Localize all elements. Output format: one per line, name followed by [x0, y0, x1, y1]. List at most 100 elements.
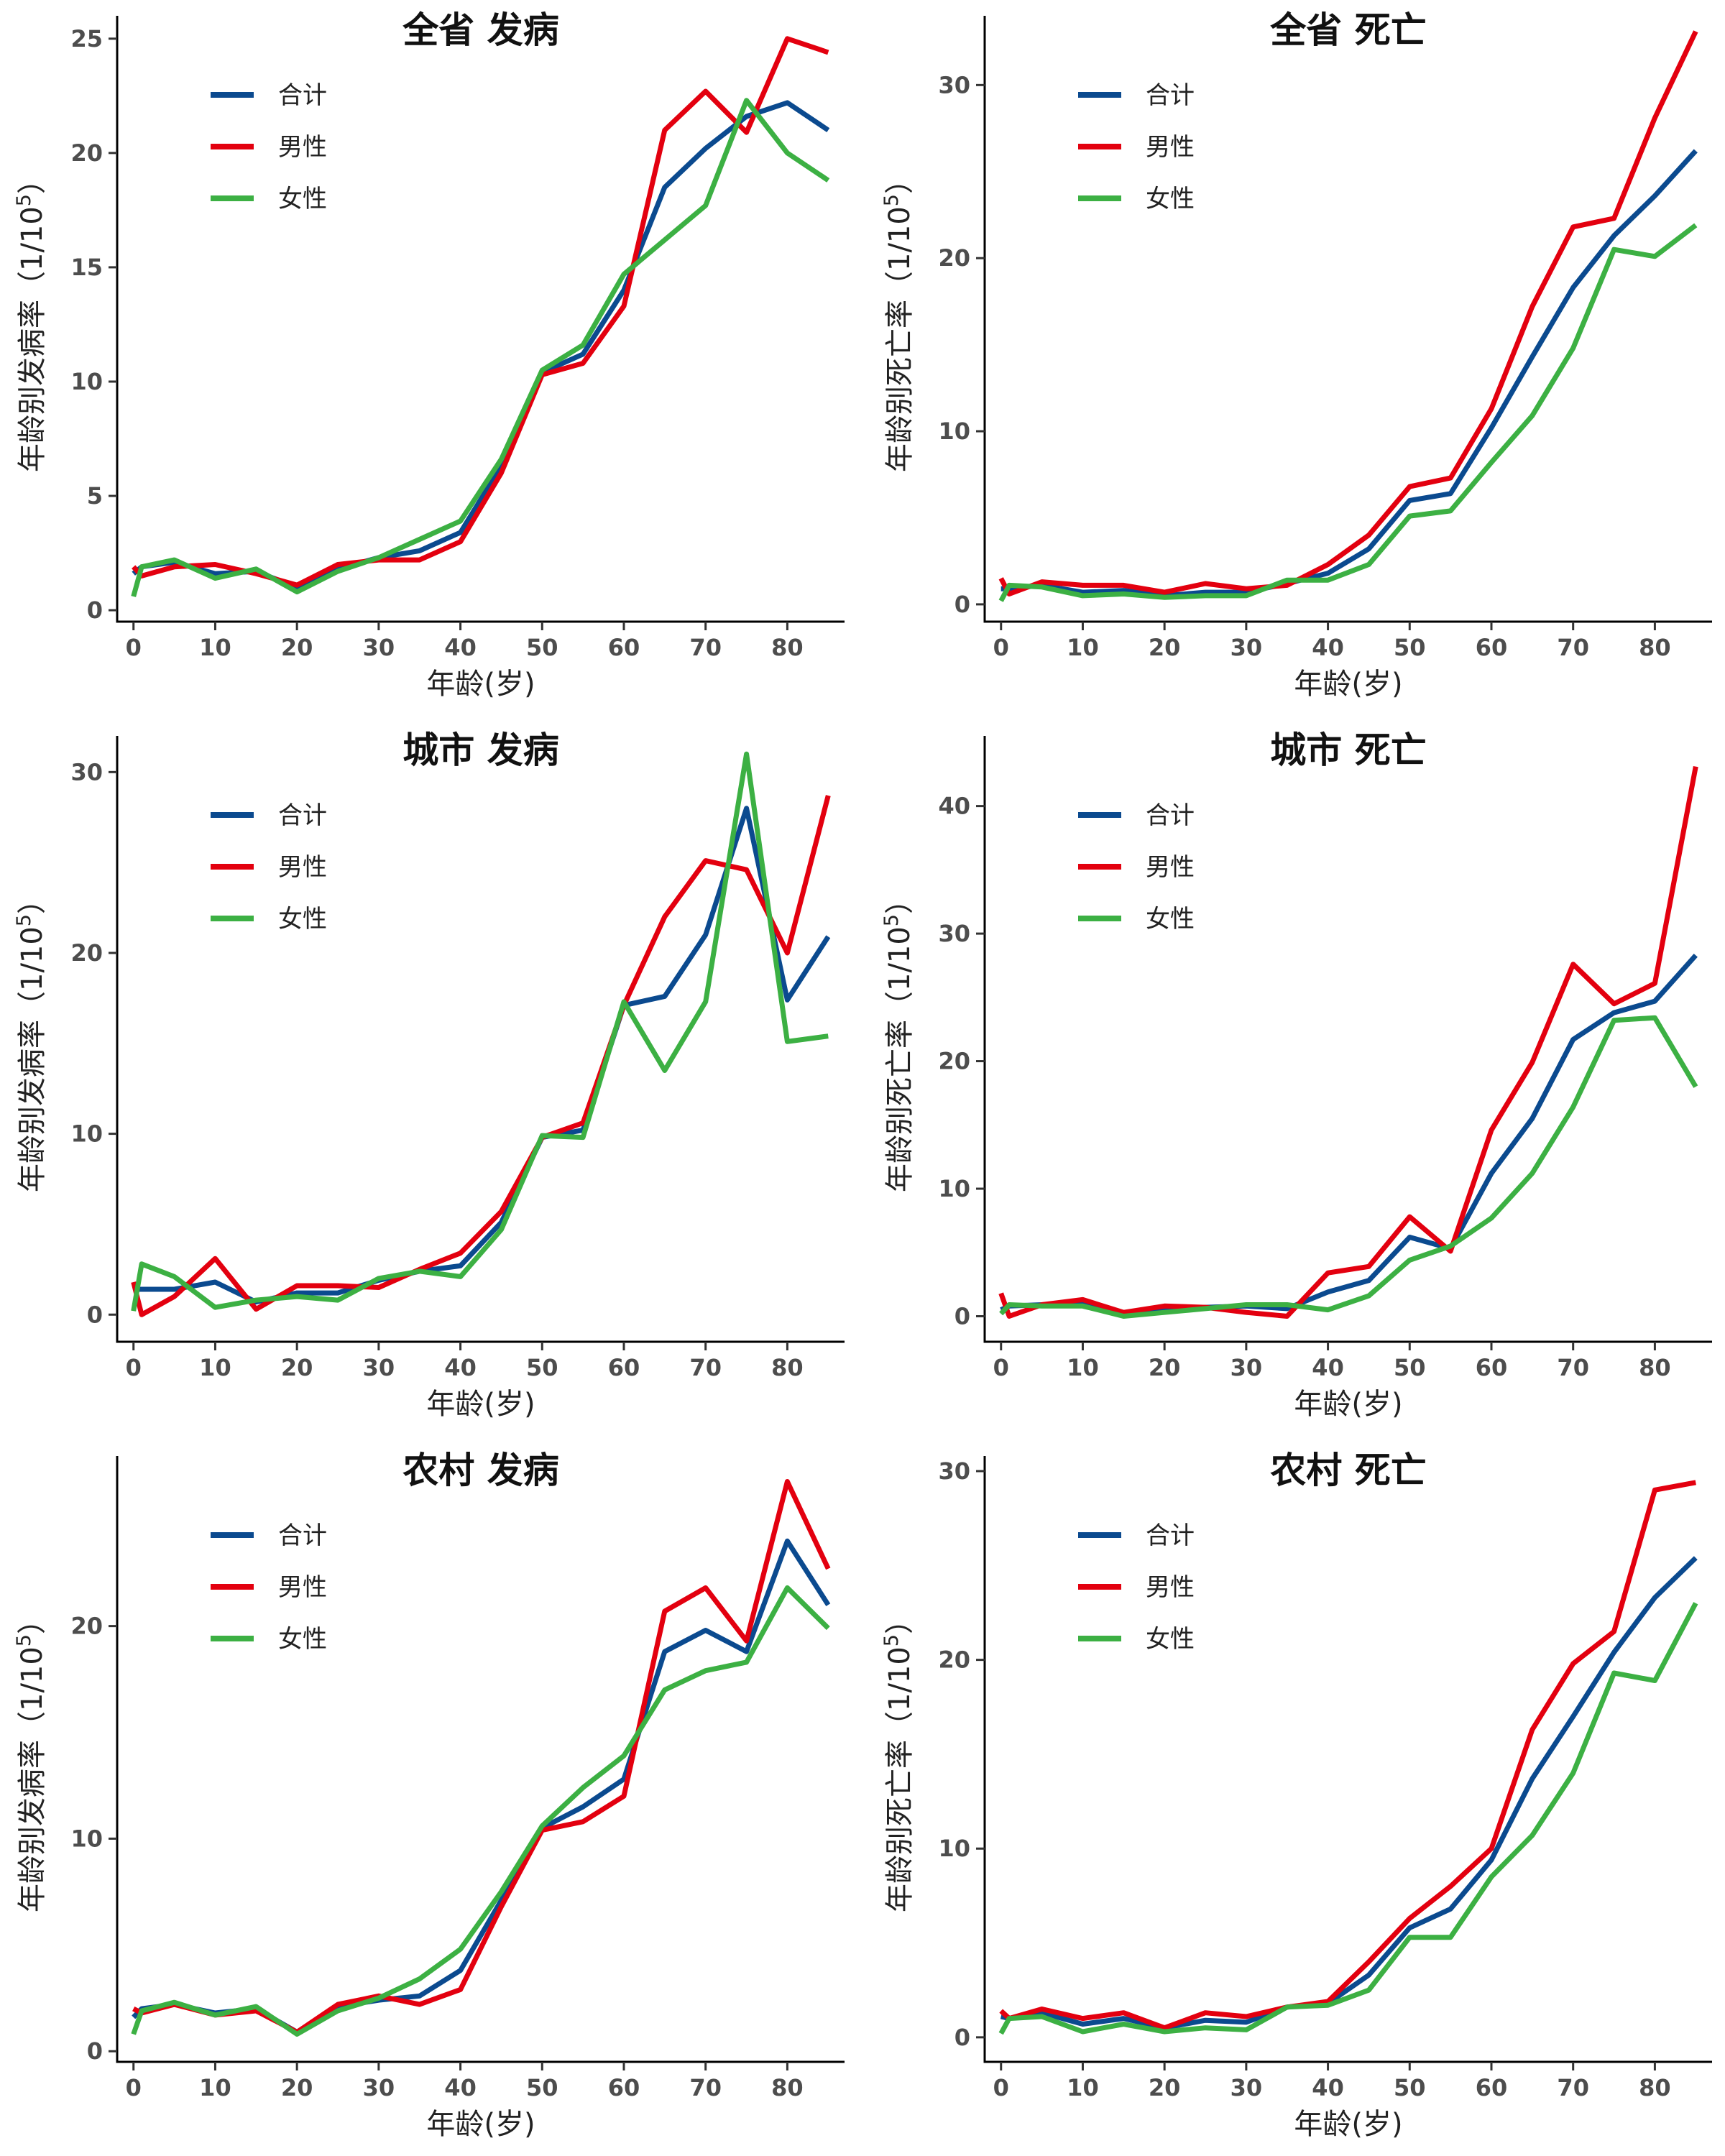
y-axis-title-superscript: 5 [13, 194, 35, 206]
series-line-2 [131, 795, 831, 1317]
legend-label-2: 男性 [278, 133, 327, 162]
legend-label-3: 女性 [1146, 905, 1195, 934]
x-tick-label: 20 [281, 634, 313, 661]
y-tick-label: 20 [938, 244, 970, 272]
series-line-2 [999, 1480, 1696, 2031]
x-tick-label: 50 [526, 2074, 558, 2101]
x-tick-label: 80 [771, 634, 804, 661]
chart-title: 农村 死亡 [1270, 1449, 1426, 1491]
legend-label-3: 女性 [278, 1625, 327, 1654]
series-line-2 [998, 30, 1698, 596]
y-tick-label: 0 [87, 1301, 103, 1328]
legend-label-1: 合计 [1146, 1521, 1195, 1550]
series-line-1 [1000, 149, 1698, 599]
y-tick-label: 15 [70, 254, 103, 281]
legend-label-2: 男性 [1146, 1573, 1195, 1602]
y-axis-title-superscript: 5 [13, 1634, 35, 1646]
x-tick-label: 0 [993, 1354, 1009, 1381]
x-tick-label: 80 [771, 2074, 804, 2101]
y-tick-label: 30 [938, 71, 970, 98]
x-tick-label: 60 [1476, 2074, 1508, 2101]
y-tick-label: 10 [70, 368, 103, 395]
series-line-1 [133, 806, 831, 1305]
y-tick-label: 25 [70, 25, 103, 52]
y-tick-label: 20 [70, 139, 103, 167]
y-tick-label: 10 [938, 1175, 970, 1202]
x-tick-label: 70 [689, 2074, 722, 2101]
x-tick-label: 50 [1394, 634, 1426, 661]
x-tick-label: 40 [1312, 634, 1344, 661]
y-axis-title-main: 年龄别发病率（1/10 [16, 926, 49, 1192]
x-tick-label: 40 [1312, 1354, 1344, 1381]
x-tick-label: 70 [1557, 2074, 1589, 2101]
x-tick-label: 60 [608, 2074, 640, 2101]
y-axis-title: 年龄别死亡率（1/105） [880, 885, 916, 1192]
y-axis-title-close: ） [883, 165, 916, 194]
y-tick-label: 10 [938, 418, 970, 445]
x-tick-label: 40 [444, 2074, 477, 2101]
legend-label-2: 男性 [1146, 133, 1195, 162]
legend-label-1: 合计 [278, 1521, 327, 1550]
y-axis-title-close: ） [16, 885, 49, 914]
y-tick-label: 10 [70, 1825, 103, 1852]
y-tick-label: 5 [87, 482, 103, 510]
x-tick-label: 0 [126, 634, 142, 661]
x-tick-label: 50 [1394, 1354, 1426, 1381]
y-tick-label: 0 [954, 2024, 970, 2051]
y-tick-label: 30 [938, 1457, 970, 1485]
chart-title: 城市 发病 [402, 729, 558, 771]
x-tick-label: 80 [1639, 2074, 1671, 2101]
x-tick-label: 0 [126, 2074, 142, 2101]
x-tick-label: 10 [199, 1354, 231, 1381]
x-tick-label: 50 [526, 1354, 558, 1381]
y-tick-label: 20 [938, 1048, 970, 1075]
x-tick-label: 70 [1557, 634, 1589, 661]
series-line-3 [131, 751, 829, 1312]
series-line-3 [999, 1015, 1698, 1319]
series-line-3 [131, 98, 830, 597]
y-axis-title: 年龄别死亡率（1/105） [880, 1606, 916, 1912]
legend-label-1: 合计 [278, 81, 327, 110]
y-tick-label: 30 [70, 758, 103, 786]
x-tick-label: 30 [1230, 2074, 1263, 2101]
legend-label-2: 男性 [278, 853, 327, 882]
x-tick-label: 0 [126, 1354, 142, 1381]
x-tick-label: 20 [281, 2074, 313, 2101]
y-axis-title-superscript: 5 [880, 194, 903, 206]
x-tick-label: 30 [363, 634, 395, 661]
x-tick-label: 10 [1067, 2074, 1099, 2101]
x-tick-label: 20 [1149, 1354, 1181, 1381]
legend-label-3: 女性 [1146, 185, 1195, 213]
y-axis-title: 年龄别发病率（1/105） [13, 885, 49, 1192]
y-axis-title: 年龄别发病率（1/105） [13, 165, 49, 472]
x-tick-label: 10 [1067, 1354, 1099, 1381]
y-tick-label: 0 [954, 1303, 970, 1330]
x-tick-label: 30 [1230, 634, 1263, 661]
x-tick-label: 60 [1476, 1354, 1508, 1381]
x-tick-label: 70 [1557, 1354, 1589, 1381]
series-line-2 [998, 765, 1698, 1319]
x-axis-title: 年龄(岁) [426, 1388, 535, 1421]
y-axis-title-close: ） [16, 165, 49, 194]
series-line-2 [132, 1479, 831, 2035]
y-axis-title: 年龄别死亡率（1/105） [880, 165, 916, 472]
x-tick-label: 40 [444, 634, 477, 661]
x-tick-label: 50 [526, 634, 558, 661]
y-axis-title-main: 年龄别发病率（1/10 [16, 206, 49, 472]
x-tick-label: 0 [993, 634, 1009, 661]
x-tick-label: 10 [199, 634, 231, 661]
x-tick-label: 10 [1067, 634, 1099, 661]
legend-label-1: 合计 [1146, 801, 1195, 830]
y-axis-title: 年龄别发病率（1/105） [13, 1606, 49, 1912]
legend-label-3: 女性 [278, 185, 327, 213]
y-tick-label: 0 [87, 596, 103, 624]
chart-title: 全省 死亡 [1269, 9, 1426, 51]
chart-title: 农村 发病 [402, 1449, 558, 1491]
